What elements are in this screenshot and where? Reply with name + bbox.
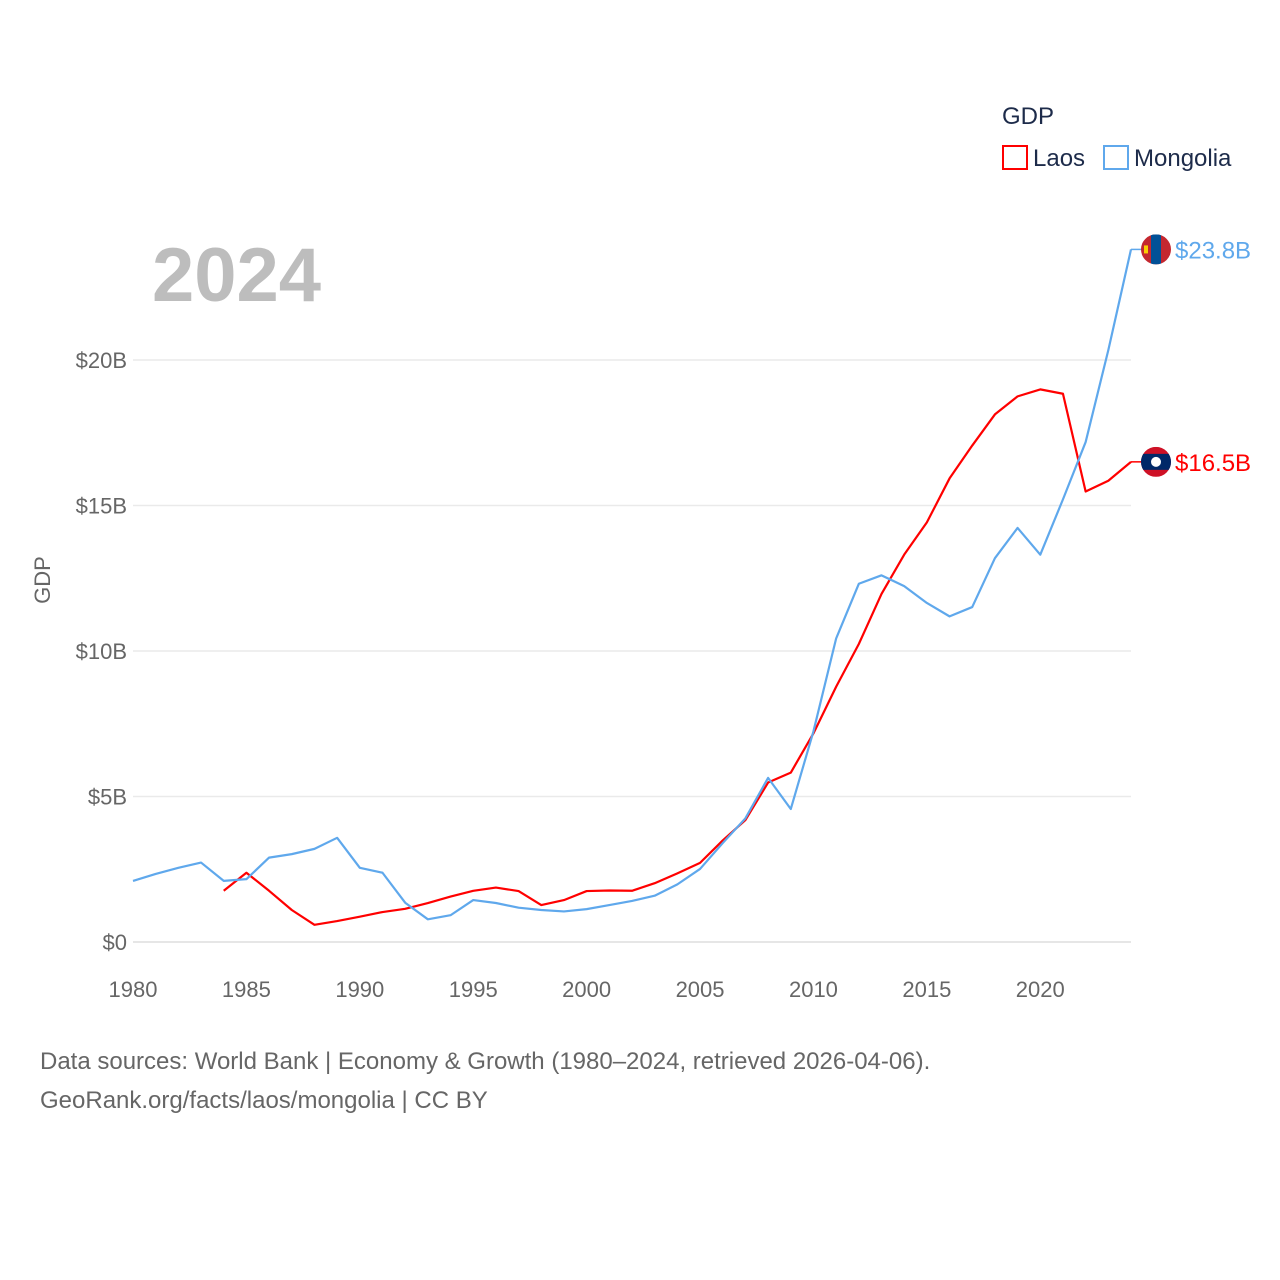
flag-laos-icon [1141,446,1171,477]
x-tick-label: 2010 [789,977,838,1002]
x-tick-label: 2000 [562,977,611,1002]
legend-item-laos[interactable]: Laos [1002,145,1085,172]
footer-link[interactable]: GeoRank.org/facts/laos/mongolia | CC BY [40,1087,488,1114]
y-axis-label: GDP [30,556,55,604]
x-tick-label: 2005 [676,977,725,1002]
legend: GDP Laos Mongolia [1002,103,1232,172]
footer-sources: Data sources: World Bank | Economy & Gro… [40,1048,930,1075]
y-tick-label: $20B [76,348,127,373]
y-tick-label: $0 [103,930,127,955]
legend-title: GDP [1002,103,1054,130]
flag-mongolia-icon [1141,234,1171,265]
series-line-mongolia [132,249,1133,921]
end-value-label-mongolia: $23.8B [1175,237,1251,264]
x-tick-label: 2015 [902,977,951,1002]
legend-label-mongolia: Mongolia [1134,145,1232,172]
legend-item-mongolia[interactable]: Mongolia [1103,145,1232,172]
y-tick-label: $5B [88,785,127,810]
series-lines [132,249,1133,926]
end-value-label-laos: $16.5B [1175,450,1251,477]
x-tick-label: 1995 [449,977,498,1002]
x-tick-label: 1990 [335,977,384,1002]
x-tick-label: 1985 [222,977,271,1002]
series-line-laos [223,388,1132,926]
legend-swatch-mongolia [1103,145,1129,170]
x-axis-ticks: 1980 1985 1990 1995 2000 2005 2010 2015 2020 [109,977,1065,1002]
year-watermark: 2024 [152,233,321,318]
end-labels: $16.5B $23.8B [1131,234,1251,477]
legend-swatch-laos [1002,145,1028,170]
gridlines [133,359,1131,943]
legend-label-laos: Laos [1033,145,1085,172]
y-tick-label: $15B [76,494,127,519]
x-tick-label: 1980 [109,977,158,1002]
y-axis-ticks: $0 $5B $10B $15B $20B [76,348,127,955]
x-tick-label: 2020 [1016,977,1065,1002]
y-tick-label: $10B [76,639,127,664]
